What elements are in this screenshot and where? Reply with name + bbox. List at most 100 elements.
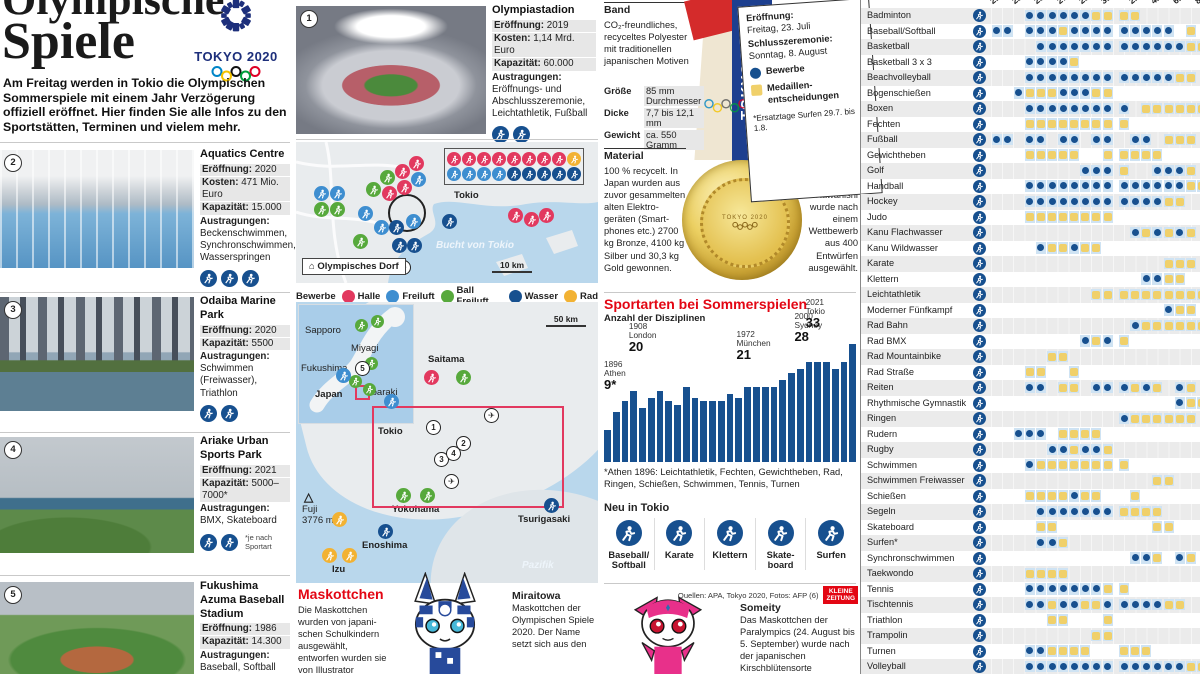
day-grid [991,442,1200,458]
map-sport-marker [409,156,424,171]
medal-cell [1047,614,1058,626]
fechten-icon [973,117,986,131]
bar-series [604,344,857,462]
sport-name: Bogenschießen [867,87,931,98]
sport-pictogram-icon [570,155,579,164]
day-grid [991,349,1200,365]
medal-cell [1163,273,1174,285]
strip-sport-icon [522,167,536,181]
venue-sport-icons [200,269,290,287]
venue-number-badge: 5 [4,586,22,604]
schedule-row-turnen: Turnen [861,643,1200,659]
event-cell [1013,87,1024,99]
event-cell [1091,660,1102,673]
day-grid [991,333,1200,349]
venue-card-ariake-urban-sports-park: 4 Ariake Urban Sports Park Eröffnung: 2021… [0,435,290,572]
sport-pictogram-icon [975,430,984,439]
date-header: 23. [1010,0,1026,6]
medal-cell [1163,288,1174,301]
bar-1900 [612,411,620,462]
venue-photo [0,582,194,674]
austragungen-label: Austragungen: [200,350,270,362]
sport-pictogram-icon [203,537,214,548]
medal-cell [1141,645,1152,657]
event-cell [1035,40,1046,53]
sport-name: Handball [867,180,904,191]
sport-pictogram-icon [525,170,534,179]
event-cell [1091,180,1102,192]
sport-pictogram-icon [975,120,984,129]
venue-info: Odaiba Marine Park Eröffnung: 2020 Kapazit… [200,295,290,422]
schedule-row-rhythmische-gymnastik: Rhythmische Gymnastik [861,395,1200,411]
day-grid [991,225,1200,241]
day-grid [991,550,1200,566]
karate-icon [973,257,986,270]
map-sport-marker [330,202,345,217]
event-cell [1035,71,1046,84]
medal-cell [1119,164,1130,177]
sport-icon [221,533,238,551]
venue-field: Kapazität: 15.000 [200,202,290,215]
tokyo-highlight-rect [372,406,564,508]
medal-cell [1102,583,1113,595]
medal-cell [1141,319,1152,332]
source-text: Quellen: APA, Tokyo 2020, Fotos: AFP (6) [677,590,819,600]
sport-pictogram-icon [975,414,984,423]
sport-pictogram-icon [772,525,789,542]
sport-pictogram-icon [975,600,984,609]
venue-note: *je nach Sportart [245,532,273,552]
strip-sport-icon [462,152,476,166]
event-cell [1035,583,1046,595]
event-cell [991,133,1002,146]
bar-1956 [709,401,716,462]
legend-item-freiluft: Freiluft [386,289,435,303]
event-cell [1069,490,1080,502]
medal-cell [1163,257,1174,270]
sport-name: Synchronschwimmen [867,552,955,563]
medal-cell [1102,118,1113,130]
bar-1896 [604,429,611,462]
day-grid [991,101,1200,117]
event-cell [1163,25,1174,37]
medal-cell [1152,102,1163,115]
event-cell [1080,180,1091,192]
reiten-icon [973,381,986,394]
medal-cell [1141,288,1152,301]
new-sport-label: Karate [664,549,694,560]
event-cell [1069,9,1080,22]
sport-name: Kanu Wildwasser [867,242,938,253]
moderner-f-nfkampf-icon [973,303,986,317]
medal-cell [1069,645,1080,657]
sport-name: Fußball [867,134,898,144]
event-cell [1047,9,1058,22]
sport-name: Schwimmen Freiwasser [867,475,965,485]
medal-cell [1196,397,1200,409]
schedule-row-basketball: Basketball [861,39,1200,55]
day-grid [991,566,1200,582]
event-cell [1141,195,1152,208]
medal-cell [1035,567,1046,580]
skateboard-icon [973,520,986,534]
new-sport-klettern: Klettern [704,518,755,570]
medal-cell [1080,211,1091,223]
sport-pictogram-icon [345,551,355,561]
event-cell [1163,40,1174,53]
schedule-row-bogenschie-en: Bogenschießen [861,85,1200,101]
venue-card-odaiba-marine-park: 3 Odaiba Marine Park Eröffnung: 2020 Kapazi… [0,295,290,429]
day-grid [991,643,1200,659]
bar-2008 [823,361,830,462]
venue-number-badge: 3 [4,301,22,319]
sport-pictogram-icon [385,189,395,199]
sport-pictogram-icon [511,211,521,221]
medal-cell [1069,211,1080,223]
date-header: 2. [1127,0,1139,6]
venue-field: Kosten: 471 Mio. Euro [200,176,290,202]
schedule-row-badminton: Badminton [861,8,1200,24]
medal-cell [1174,257,1185,270]
bar-1924 [656,390,664,462]
strip-row-top [447,152,581,166]
strip-sport-icon [522,152,536,166]
sport-pictogram-icon [373,317,382,326]
medal-cell [1185,133,1196,146]
sport-name: Tischtennis [867,599,914,609]
